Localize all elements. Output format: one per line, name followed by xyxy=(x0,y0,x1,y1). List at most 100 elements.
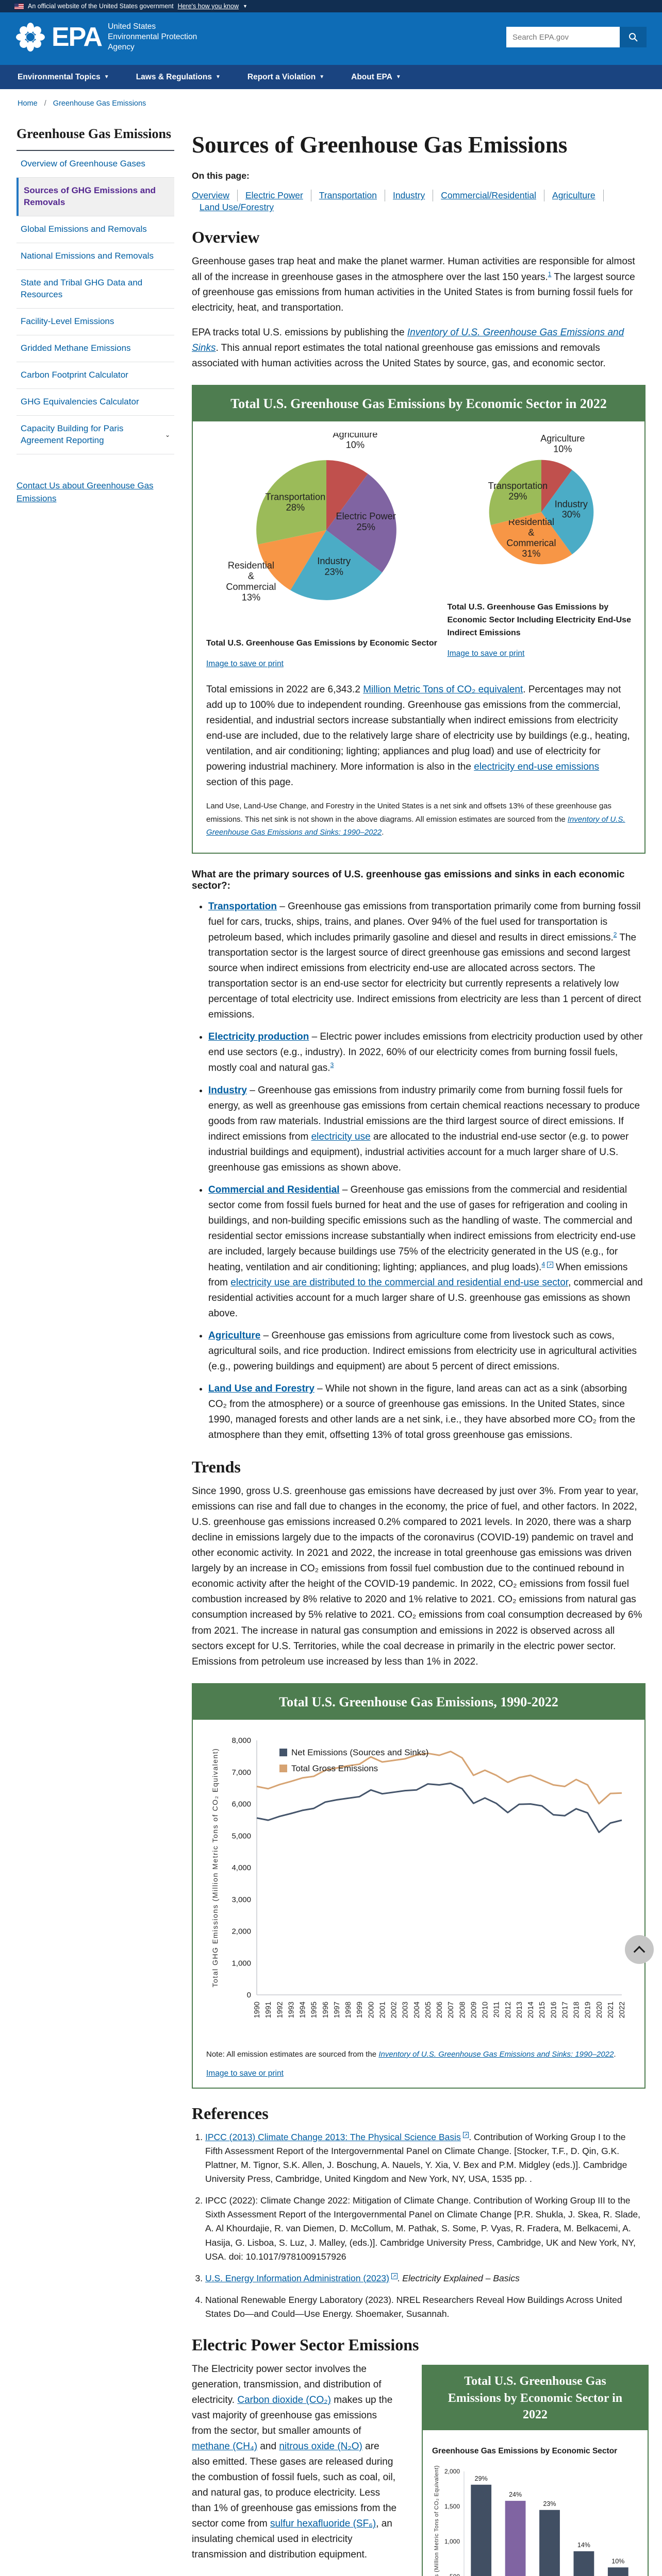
bar-transportation xyxy=(471,2485,492,2576)
how-you-know-link[interactable]: Here's how you know xyxy=(177,3,239,10)
chevron-down-icon: ▼ xyxy=(395,74,401,80)
svg-text:Agriculture: Agriculture xyxy=(541,433,585,444)
scroll-to-top-button[interactable] xyxy=(625,1935,654,1964)
sidebar-item-state-and-tribal-ghg-data-and-resources[interactable]: State and Tribal GHG Data and Resources xyxy=(21,278,143,300)
svg-text:2013: 2013 xyxy=(516,2002,524,2018)
search-input[interactable] xyxy=(506,27,620,48)
svg-text:2006: 2006 xyxy=(436,2002,444,2018)
svg-text:2002: 2002 xyxy=(390,2002,399,2018)
svg-text:Industry: Industry xyxy=(317,556,351,567)
svg-text:Commerical: Commerical xyxy=(507,538,556,549)
sidebar-item-facility-level-emissions[interactable]: Facility-Level Emissions xyxy=(21,316,114,326)
chevron-down-icon: ▼ xyxy=(215,74,221,80)
svg-text:Agriculture: Agriculture xyxy=(333,433,377,439)
search-icon xyxy=(629,33,638,42)
svg-text:2018: 2018 xyxy=(573,2002,581,2018)
sector-bullet-list: Transportation – Greenhouse gas emission… xyxy=(192,899,646,1444)
sector-link[interactable]: Commercial and Residential xyxy=(208,1184,340,1195)
trends-paragraph: Since 1990, gross U.S. greenhouse gas em… xyxy=(192,1486,642,1667)
epa-logo-text: EPA xyxy=(52,22,103,53)
sidebar-item-capacity-building-for-paris-agreement-re[interactable]: Capacity Building for Paris Agreement Re… xyxy=(21,423,170,445)
sector-link[interactable]: Agriculture xyxy=(208,1330,261,1342)
sidebar-item-carbon-footprint-calculator[interactable]: Carbon Footprint Calculator xyxy=(21,369,128,380)
sector-link[interactable]: Land Use and Forestry xyxy=(208,1383,315,1395)
pie-left-image-link[interactable]: Image to save or print xyxy=(206,659,284,669)
svg-text:&: & xyxy=(528,528,535,538)
inline-link[interactable]: U.S. Energy Information Administration (… xyxy=(205,2273,389,2283)
svg-text:1996: 1996 xyxy=(322,2002,330,2018)
inline-link[interactable]: methane (CH₄) xyxy=(192,2441,258,2452)
sidebar-item-gridded-methane-emissions[interactable]: Gridded Methane Emissions xyxy=(21,343,131,353)
inline-link[interactable]: Inventory of U.S. Greenhouse Gas Emissio… xyxy=(192,327,624,354)
breadcrumb-current-link[interactable]: Greenhouse Gas Emissions xyxy=(53,99,146,108)
pie-slice-transportation xyxy=(489,460,542,526)
nav-item-about-epa[interactable]: About EPA ▼ xyxy=(351,72,401,81)
inline-link[interactable]: nitrous oxide (N₂O) xyxy=(279,2441,362,2452)
search-button[interactable] xyxy=(620,27,647,48)
svg-text:2001: 2001 xyxy=(378,2002,387,2018)
anchor-link-electric-power[interactable]: Electric Power xyxy=(238,190,311,202)
anchor-link-industry[interactable]: Industry xyxy=(385,190,434,202)
nav-item-laws-regulations[interactable]: Laws & Regulations ▼ xyxy=(136,72,221,81)
pie-right-image-link[interactable]: Image to save or print xyxy=(447,649,525,658)
footnote-link[interactable]: 2 xyxy=(613,930,617,938)
anchor-link-overview[interactable]: Overview xyxy=(192,190,238,202)
official-site-text: An official website of the United States… xyxy=(28,3,174,10)
sidebar-item-national-emissions-and-removals[interactable]: National Emissions and Removals xyxy=(21,251,154,261)
sector-link[interactable]: Transportation xyxy=(208,901,277,912)
anchor-link-agriculture[interactable]: Agriculture xyxy=(544,190,604,202)
inline-link[interactable]: electricity use are distributed to the c… xyxy=(230,1277,569,1289)
svg-text:10%: 10% xyxy=(611,2558,624,2565)
svg-text:2009: 2009 xyxy=(470,2002,478,2018)
sector-bullet-land-use-and-forestry: Land Use and Forestry – While not shown … xyxy=(208,1381,646,1443)
svg-text:2,000: 2,000 xyxy=(231,1927,251,1936)
svg-text:8,000: 8,000 xyxy=(231,1736,251,1745)
inline-link[interactable]: electricity use xyxy=(311,1131,371,1142)
pie-slice-electric-power xyxy=(326,474,396,573)
sector-link[interactable]: Industry xyxy=(208,1084,247,1096)
svg-text:10%: 10% xyxy=(554,444,572,454)
sector-bullet-industry: Industry – Greenhouse gas emissions from… xyxy=(208,1083,646,1176)
pie-chart-box: Total U.S. Greenhouse Gas Emissions by E… xyxy=(192,385,646,854)
svg-text:1990: 1990 xyxy=(253,2002,261,2018)
us-flag-icon xyxy=(14,3,24,9)
pie-slice-transportation xyxy=(256,460,326,545)
svg-text:0: 0 xyxy=(247,1991,251,1999)
breadcrumb-home-link[interactable]: Home xyxy=(18,99,38,108)
inline-link[interactable]: sulfur hexafluoride (SF₆) xyxy=(270,2518,376,2530)
inline-link[interactable]: IPCC (2013) Climate Change 2013: The Phy… xyxy=(205,2131,461,2142)
anchor-link-commercial-residential[interactable]: Commercial/Residential xyxy=(433,190,545,202)
breadcrumb-separator: / xyxy=(44,99,46,108)
sidebar-item-ghg-equivalencies-calculator[interactable]: GHG Equivalencies Calculator xyxy=(21,396,139,406)
sector-link[interactable]: Electricity production xyxy=(208,1031,309,1043)
svg-text:Total Gross Emissions: Total Gross Emissions xyxy=(291,1764,378,1773)
anchor-link-land-use-forestry[interactable]: Land Use/Forestry xyxy=(200,202,274,213)
sidebar-item-overview-of-greenhouse-gases[interactable]: Overview of Greenhouse Gases xyxy=(21,159,145,169)
svg-text:2005: 2005 xyxy=(424,2002,433,2018)
sector-bullet-commercial-and-residential: Commercial and Residential – Greenhouse … xyxy=(208,1182,646,1321)
sidebar-contact-link[interactable]: Contact Us about Greenhouse Gas Emission… xyxy=(16,480,154,504)
sidebar-item-sources-of-ghg-emissions-and-removals[interactable]: Sources of GHG Emissions and Removals xyxy=(16,178,174,216)
nav-item-environmental-topics[interactable]: Environmental Topics ▼ xyxy=(18,72,109,81)
inline-link[interactable]: electricity end-use emissions xyxy=(474,761,600,773)
svg-text:GHG Emissions (Million Metric: GHG Emissions (Million Metric Tons of CO… xyxy=(434,2465,440,2576)
footnote-link[interactable]: 3 xyxy=(330,1061,334,1069)
inline-link[interactable]: Million Metric Tons of CO₂ equivalent xyxy=(363,684,523,696)
anchor-link-transportation[interactable]: Transportation xyxy=(311,190,385,202)
inline-link[interactable]: Inventory of U.S. Greenhouse Gas Emissio… xyxy=(378,2049,614,2059)
pie-slice-agriculture xyxy=(541,460,572,513)
svg-text:Net Emissions (Sources and Sin: Net Emissions (Sources and Sinks) xyxy=(291,1748,428,1757)
inline-link[interactable]: Inventory of U.S. Greenhouse Gas Emissio… xyxy=(206,815,625,837)
nav-item-report-a-violation[interactable]: Report a Violation ▼ xyxy=(247,72,325,81)
svg-text:2004: 2004 xyxy=(413,2002,421,2018)
footnote-link[interactable]: 4 xyxy=(541,1260,545,1268)
epa-logo[interactable]: EPA United States Environmental Protecti… xyxy=(15,22,197,53)
sidebar-item-global-emissions-and-removals[interactable]: Global Emissions and Removals xyxy=(21,224,147,234)
inline-link[interactable]: Carbon dioxide (CO₂) xyxy=(237,2395,331,2406)
search-bar xyxy=(506,27,647,48)
footnote-link[interactable]: 1 xyxy=(548,270,552,278)
total-chart-image-link[interactable]: Image to save or print xyxy=(206,2069,284,2078)
svg-text:1998: 1998 xyxy=(344,2002,353,2018)
